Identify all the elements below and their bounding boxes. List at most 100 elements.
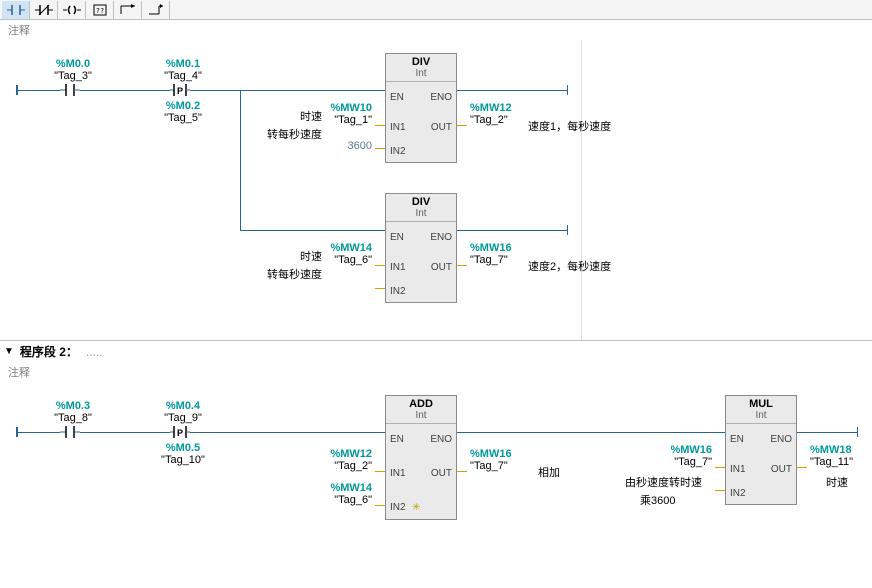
- out-note: 时速: [826, 474, 848, 490]
- wire: [457, 432, 725, 433]
- in1-label: %MW14 "Tag_6": [324, 242, 372, 266]
- pin-stub: [715, 467, 725, 468]
- pin-stub: [715, 490, 725, 491]
- contact-label: %M0.0 "Tag_3": [48, 58, 98, 82]
- pin-out: OUT: [431, 122, 452, 133]
- pin-stub: [375, 148, 385, 149]
- pin-out: OUT: [771, 464, 792, 475]
- pin-eno: ENO: [430, 92, 452, 103]
- contact-label: %M0.4 "Tag_9": [158, 400, 208, 424]
- pin-stub: [375, 505, 385, 506]
- pin-eno: ENO: [430, 232, 452, 243]
- pin-eno: ENO: [770, 434, 792, 445]
- side-note: 转每秒速度: [262, 126, 322, 142]
- pin-in1: IN1: [390, 122, 406, 133]
- in2-label: 3600: [324, 140, 372, 152]
- in1-label: %MW10 "Tag_1": [324, 102, 372, 126]
- pin-stub: [457, 125, 467, 126]
- pin-in1: IN1: [390, 468, 406, 479]
- wire: [80, 432, 170, 433]
- side-note: 转每秒速度: [262, 266, 322, 282]
- div-block-1[interactable]: DIV Int EN ENO IN1 OUT IN2: [385, 53, 457, 163]
- out-label: %MW16 "Tag_7": [470, 242, 512, 266]
- out-note: 相加: [538, 464, 560, 480]
- network-2: %M0.3 "Tag_8" %M0.4 "Tag_9" P %M0.5 "Tag…: [0, 382, 872, 552]
- div-block-2[interactable]: DIV Int EN ENO IN1 OUT IN2: [385, 193, 457, 303]
- svg-text:??: ??: [95, 7, 103, 15]
- section-sub: .....: [86, 345, 103, 359]
- wire: [240, 230, 385, 231]
- wire: [457, 230, 567, 231]
- pin-stub: [457, 265, 467, 266]
- wire: [80, 90, 170, 91]
- contact-label: %M0.3 "Tag_8": [48, 400, 98, 424]
- tool-nc-contact[interactable]: [30, 1, 58, 19]
- tool-branch-up[interactable]: [142, 1, 170, 19]
- pin-eno: ENO: [430, 434, 452, 445]
- collapse-icon[interactable]: ▼: [4, 346, 14, 357]
- pin-stub: [375, 471, 385, 472]
- out-note: 速度1，每秒速度: [528, 118, 611, 134]
- pin-out: OUT: [431, 262, 452, 273]
- side-note: 时速: [262, 248, 322, 264]
- pin-out: OUT: [431, 468, 452, 479]
- comment-label-1: 注释: [0, 20, 872, 40]
- wire: [567, 225, 568, 235]
- wire: [190, 432, 385, 433]
- in2-label: %MW14 "Tag_6": [324, 482, 372, 506]
- p-contact[interactable]: P: [170, 424, 190, 440]
- mul-block[interactable]: MUL Int EN ENO IN1 OUT IN2: [725, 395, 797, 505]
- pin-stub: [375, 265, 385, 266]
- wire: [857, 427, 858, 437]
- wire: [567, 85, 568, 95]
- svg-text:P: P: [177, 428, 183, 438]
- wire: [240, 90, 241, 230]
- out-label: %MW12 "Tag_2": [470, 102, 512, 126]
- contact-label-below: %M0.5 "Tag_10": [158, 442, 208, 466]
- pin-stub: [797, 467, 807, 468]
- wire: [16, 90, 60, 91]
- side-note: 乘3600: [640, 492, 675, 508]
- pin-en: EN: [730, 434, 744, 445]
- wire: [797, 432, 857, 433]
- section-header-2[interactable]: ▼ 程序段 2： .....: [0, 340, 872, 362]
- side-note: 由秒速度转时速: [625, 474, 702, 490]
- contact-label-below: %M0.2 "Tag_5": [158, 100, 208, 124]
- contact-label: %M0.1 "Tag_4": [158, 58, 208, 82]
- pin-in2: IN2: [390, 286, 406, 297]
- pin-stub: [457, 471, 467, 472]
- add-block[interactable]: ADD Int EN ENO IN1 OUT IN2 ✳: [385, 395, 457, 520]
- no-contact[interactable]: [60, 82, 80, 98]
- pin-stub: [375, 125, 385, 126]
- wire: [190, 90, 385, 91]
- pin-in1: IN1: [390, 262, 406, 273]
- pin-in1: IN1: [730, 464, 746, 475]
- wire: [16, 432, 60, 433]
- side-note: 时速: [262, 108, 322, 124]
- p-contact[interactable]: P: [170, 82, 190, 98]
- pin-en: EN: [390, 92, 404, 103]
- toolbar: ??: [0, 0, 872, 20]
- out-label: %MW16 "Tag_7": [470, 448, 512, 472]
- tool-no-contact[interactable]: [2, 1, 30, 19]
- pin-in2: IN2: [730, 488, 746, 499]
- in1-label: %MW16 "Tag_7": [664, 444, 712, 468]
- in1-label: %MW12 "Tag_2": [324, 448, 372, 472]
- tool-coil[interactable]: [58, 1, 86, 19]
- svg-text:P: P: [177, 86, 183, 96]
- network-1: %M0.0 "Tag_3" %M0.1 "Tag_4" P %M0.2 "Tag…: [0, 40, 582, 340]
- comment-label-2: 注释: [0, 362, 872, 382]
- pin-in2: IN2: [390, 502, 406, 513]
- no-contact[interactable]: [60, 424, 80, 440]
- tool-branch[interactable]: [114, 1, 142, 19]
- tool-box[interactable]: ??: [86, 1, 114, 19]
- add-pin-star: ✳: [412, 502, 420, 513]
- section-title: 程序段 2：: [20, 343, 78, 360]
- out-label: %MW18 "Tag_11": [810, 444, 853, 468]
- pin-en: EN: [390, 434, 404, 445]
- wire: [457, 90, 567, 91]
- pin-stub: [375, 288, 385, 289]
- pin-in2: IN2: [390, 146, 406, 157]
- out-note: 速度2，每秒速度: [528, 258, 611, 274]
- pin-en: EN: [390, 232, 404, 243]
